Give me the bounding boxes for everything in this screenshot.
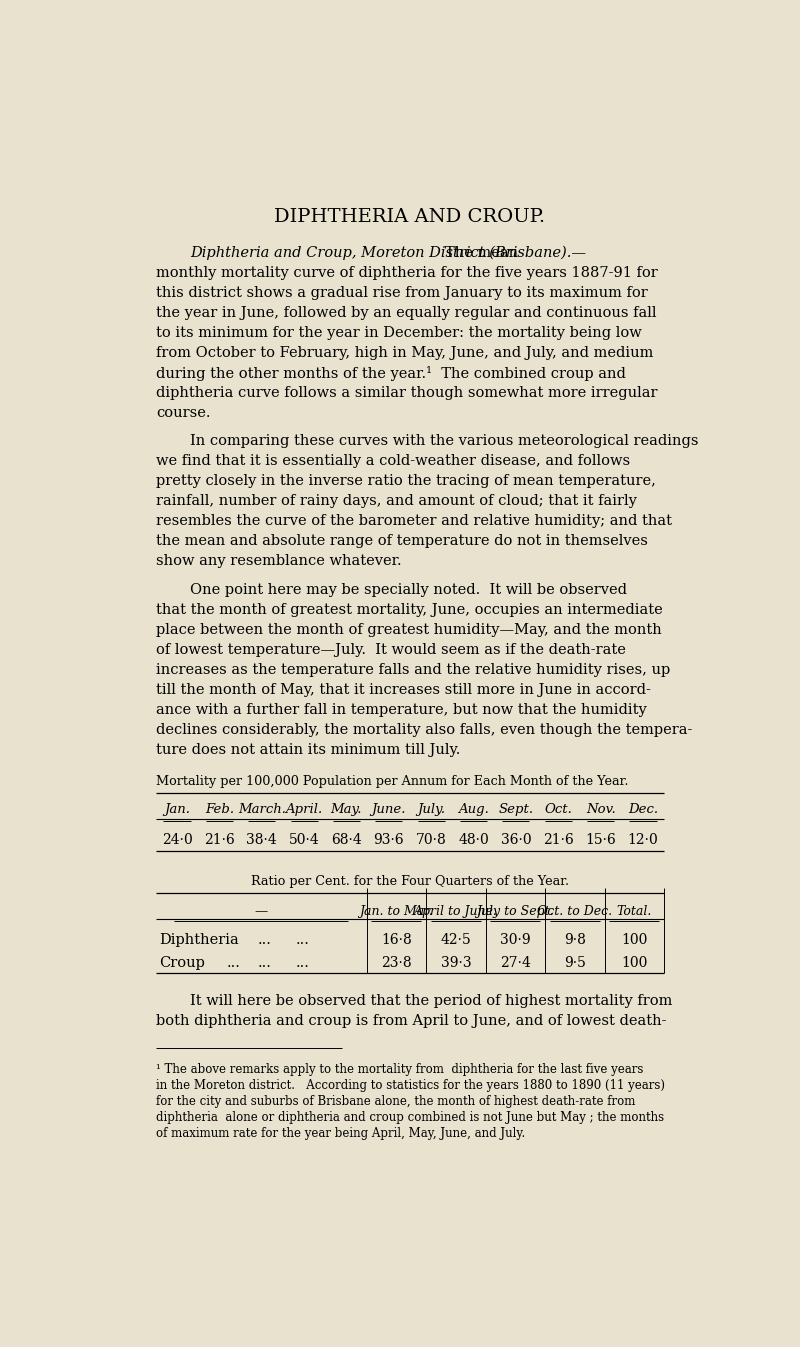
Text: Nov.: Nov. [586, 803, 615, 816]
Text: Feb.: Feb. [205, 803, 234, 816]
Text: Sept.: Sept. [498, 803, 534, 816]
Text: Oct.: Oct. [544, 803, 572, 816]
Text: 39·3: 39·3 [441, 955, 471, 970]
Text: 100: 100 [622, 932, 648, 947]
Text: pretty closely in the inverse ratio the tracing of mean temperature,: pretty closely in the inverse ratio the … [156, 474, 656, 488]
Text: 9·5: 9·5 [564, 955, 586, 970]
Text: 9·8: 9·8 [564, 932, 586, 947]
Text: Dec.: Dec. [628, 803, 658, 816]
Text: April to June.: April to June. [414, 905, 498, 917]
Text: monthly mortality curve of diphtheria for the five years 1887-91 for: monthly mortality curve of diphtheria fo… [156, 265, 658, 280]
Text: 38·4: 38·4 [246, 834, 277, 847]
Text: resembles the curve of the barometer and relative humidity; and that: resembles the curve of the barometer and… [156, 515, 672, 528]
Text: during the other months of the year.¹  The combined croup and: during the other months of the year.¹ Th… [156, 366, 626, 381]
Text: 70·8: 70·8 [416, 834, 446, 847]
Text: 27·4: 27·4 [500, 955, 531, 970]
Text: Jan.: Jan. [164, 803, 190, 816]
Text: rainfall, number of rainy days, and amount of cloud; that it fairly: rainfall, number of rainy days, and amou… [156, 494, 637, 508]
Text: that the month of greatest mortality, June, occupies an intermediate: that the month of greatest mortality, Ju… [156, 602, 662, 617]
Text: ance with a further fall in temperature, but now that the humidity: ance with a further fall in temperature,… [156, 703, 646, 717]
Text: ...: ... [227, 955, 241, 970]
Text: in the Moreton district.   According to statistics for the years 1880 to 1890 (1: in the Moreton district. According to st… [156, 1079, 665, 1092]
Text: One point here may be specially noted.  It will be observed: One point here may be specially noted. I… [190, 582, 627, 597]
Text: 30·9: 30·9 [500, 932, 530, 947]
Text: ...: ... [258, 932, 272, 947]
Text: 68·4: 68·4 [331, 834, 362, 847]
Text: In comparing these curves with the various meteorological readings: In comparing these curves with the vario… [190, 434, 698, 449]
Text: 36·0: 36·0 [501, 834, 531, 847]
Text: we find that it is essentially a cold-weather disease, and follows: we find that it is essentially a cold-we… [156, 454, 630, 469]
Text: Aug.: Aug. [458, 803, 489, 816]
Text: for the city and suburbs of Brisbane alone, the month of highest death-rate from: for the city and suburbs of Brisbane alo… [156, 1095, 635, 1109]
Text: July.: July. [417, 803, 446, 816]
Text: It will here be observed that the period of highest mortality from: It will here be observed that the period… [190, 994, 672, 1008]
Text: June.: June. [371, 803, 406, 816]
Text: till the month of May, that it increases still more in June in accord-: till the month of May, that it increases… [156, 683, 650, 696]
Text: Total.: Total. [617, 905, 652, 917]
Text: to its minimum for the year in December: the mortality being low: to its minimum for the year in December:… [156, 326, 642, 339]
Text: 15·6: 15·6 [586, 834, 616, 847]
Text: July to Sept.: July to Sept. [477, 905, 554, 917]
Text: The mean: The mean [446, 245, 518, 260]
Text: ¹ The above remarks apply to the mortality from  diphtheria for the last five ye: ¹ The above remarks apply to the mortali… [156, 1063, 643, 1076]
Text: Ratio per Cent. for the Four Quarters of the Year.: Ratio per Cent. for the Four Quarters of… [251, 874, 569, 888]
Text: 48·0: 48·0 [458, 834, 489, 847]
Text: increases as the temperature falls and the relative humidity rises, up: increases as the temperature falls and t… [156, 663, 670, 676]
Text: Diphtheria: Diphtheria [159, 932, 238, 947]
Text: the mean and absolute range of temperature do not in themselves: the mean and absolute range of temperatu… [156, 535, 648, 548]
Text: 42·5: 42·5 [441, 932, 471, 947]
Text: Croup: Croup [159, 955, 205, 970]
Text: 50·4: 50·4 [289, 834, 319, 847]
Text: 16·8: 16·8 [381, 932, 412, 947]
Text: ...: ... [295, 932, 309, 947]
Text: declines considerably, the mortality also falls, even though the tempera-: declines considerably, the mortality als… [156, 722, 692, 737]
Text: DIPHTHERIA AND CROUP.: DIPHTHERIA AND CROUP. [274, 209, 546, 226]
Text: diphtheria curve follows a similar though somewhat more irregular: diphtheria curve follows a similar thoug… [156, 385, 658, 400]
Text: Jan. to Mar.: Jan. to Mar. [359, 905, 434, 917]
Text: 12·0: 12·0 [628, 834, 658, 847]
Text: —: — [254, 905, 268, 917]
Text: the year in June, followed by an equally regular and continuous fall: the year in June, followed by an equally… [156, 306, 656, 319]
Text: March.: March. [238, 803, 286, 816]
Text: course.: course. [156, 405, 210, 420]
Text: of lowest temperature—July.  It would seem as if the death-rate: of lowest temperature—July. It would see… [156, 643, 626, 656]
Text: 23·8: 23·8 [381, 955, 412, 970]
Text: Mortality per 100,000 Population per Annum for Each Month of the Year.: Mortality per 100,000 Population per Ann… [156, 775, 628, 788]
Text: 100: 100 [622, 955, 648, 970]
Text: ture does not attain its minimum till July.: ture does not attain its minimum till Ju… [156, 742, 460, 757]
Text: 93·6: 93·6 [374, 834, 404, 847]
Text: May.: May. [330, 803, 362, 816]
Text: both diphtheria and croup is from April to June, and of lowest death-: both diphtheria and croup is from April … [156, 1014, 666, 1028]
Text: 21·6: 21·6 [204, 834, 234, 847]
Text: ...: ... [295, 955, 309, 970]
Text: of maximum rate for the year being April, May, June, and July.: of maximum rate for the year being April… [156, 1127, 525, 1141]
Text: Oct. to Dec.: Oct. to Dec. [538, 905, 613, 917]
Text: ...: ... [258, 955, 272, 970]
Text: April.: April. [286, 803, 322, 816]
Text: show any resemblance whatever.: show any resemblance whatever. [156, 554, 402, 568]
Text: 21·6: 21·6 [543, 834, 574, 847]
Text: Diphtheria and Croup, Moreton District (Brisbane).—: Diphtheria and Croup, Moreton District (… [190, 245, 586, 260]
Text: diphtheria  alone or diphtheria and croup combined is not June but May ; the mon: diphtheria alone or diphtheria and croup… [156, 1111, 664, 1125]
Text: 24·0: 24·0 [162, 834, 192, 847]
Text: this district shows a gradual rise from January to its maximum for: this district shows a gradual rise from … [156, 286, 647, 299]
Text: place between the month of greatest humidity—May, and the month: place between the month of greatest humi… [156, 622, 662, 637]
Text: from October to February, high in May, June, and July, and medium: from October to February, high in May, J… [156, 346, 653, 360]
